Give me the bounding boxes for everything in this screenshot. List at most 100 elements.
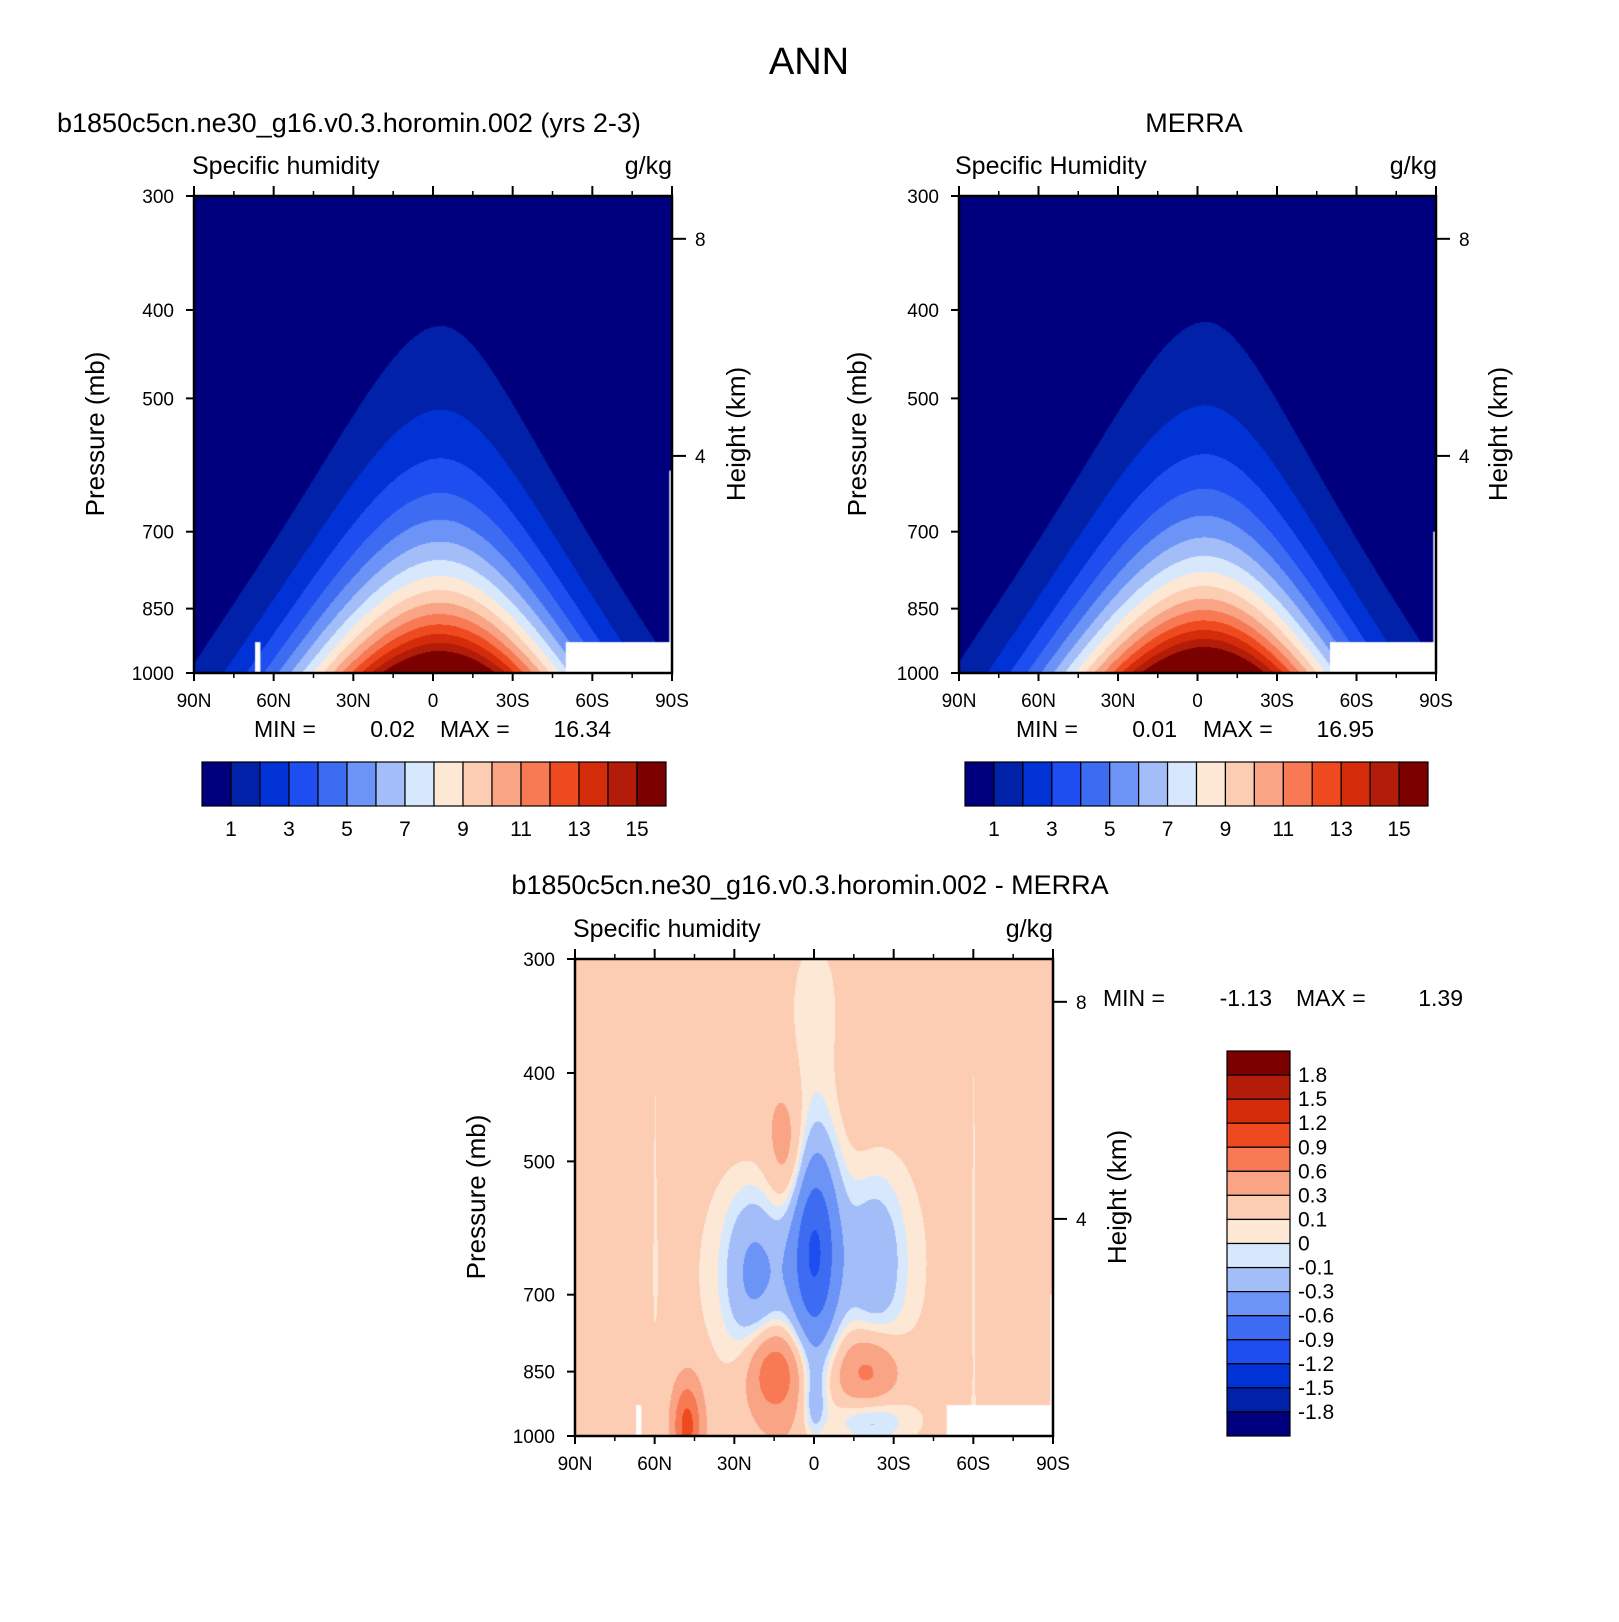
colorbar-swatch: [1226, 1074, 1291, 1100]
y-tick-label: 1000: [897, 664, 939, 685]
colorbar-label: 3: [283, 818, 295, 841]
colorbar-swatch: [1226, 1194, 1291, 1221]
panel-diff-colorbar: 1.81.51.20.90.60.30.10-0.1-0.3-0.6-0.9-1…: [1226, 1050, 1334, 1437]
colorbar-swatch: [993, 761, 1024, 807]
panel-model-min-label: MIN =: [254, 716, 316, 742]
x-tick-label: 0: [809, 1454, 820, 1475]
y-tick-label: 300: [907, 187, 939, 208]
colorbar-swatch: [1226, 1098, 1291, 1124]
panel-model-min-value: 0.02: [370, 716, 415, 742]
colorbar-swatch: [1226, 1170, 1291, 1196]
colorbar-label: 15: [625, 818, 648, 841]
colorbar-swatch: [1226, 1339, 1291, 1365]
colorbar-swatch: [1051, 761, 1082, 807]
panel-diff-max-label: MAX =: [1296, 985, 1366, 1011]
y2-tick-label: 8: [695, 230, 706, 251]
colorbar-swatch: [1226, 1387, 1291, 1413]
x-tick-label: 60N: [1021, 691, 1056, 712]
colorbar-swatch: [346, 761, 377, 807]
colorbar-label: -1.2: [1298, 1353, 1334, 1376]
x-tick-label: 90N: [177, 691, 212, 712]
colorbar-swatch: [317, 761, 348, 807]
panel-obs-y2label: Height (km): [1483, 367, 1513, 501]
colorbar-swatch: [1253, 761, 1284, 807]
x-tick-label: 60N: [256, 691, 291, 712]
x-tick-label: 60S: [575, 691, 609, 712]
x-tick-label: 30N: [1101, 691, 1136, 712]
colorbar-label: 11: [1272, 818, 1294, 841]
colorbar-label: 7: [399, 818, 411, 841]
colorbar-label: 0.6: [1298, 1160, 1327, 1183]
colorbar-label: 9: [457, 818, 469, 841]
x-tick-label: 60S: [1340, 691, 1374, 712]
colorbar-swatch: [1109, 761, 1140, 807]
y-tick-label: 500: [523, 1152, 555, 1173]
x-tick-label: 0: [428, 691, 439, 712]
colorbar-swatch: [1226, 1315, 1291, 1341]
panel-model-run-title: b1850c5cn.ne30_g16.v0.3.horomin.002 (yrs…: [57, 108, 641, 138]
colorbar-label: 9: [1220, 818, 1232, 841]
colorbar-label: -1.8: [1298, 1401, 1334, 1424]
panel-diff-run-title: b1850c5cn.ne30_g16.v0.3.horomin.002 - ME…: [511, 870, 1108, 900]
panel-model-colorbar: 1 3 5 7 9 11 13 15: [201, 761, 667, 841]
colorbar-label: -0.3: [1298, 1281, 1334, 1304]
colorbar-label: 7: [1162, 818, 1174, 841]
panel-diff-y2label: Height (km): [1102, 1130, 1132, 1264]
panel-model-units: g/kg: [625, 152, 672, 180]
colorbar-swatch: [1080, 761, 1111, 807]
panel-obs-contour-field: [959, 196, 1436, 673]
x-tick-label: 30S: [1260, 691, 1294, 712]
panel-model-ylabel: Pressure (mb): [80, 352, 110, 517]
panel-obs-units: g/kg: [1390, 152, 1437, 180]
panel-diff-field-label: Specific humidity: [573, 915, 761, 943]
colorbar-swatch: [1138, 761, 1169, 807]
colorbar-swatch: [520, 761, 551, 807]
panel-model-y2label: Height (km): [721, 367, 751, 501]
y-tick-label: 300: [142, 187, 174, 208]
colorbar-label: 3: [1046, 818, 1058, 841]
colorbar-swatch: [1226, 1291, 1291, 1317]
colorbar-label: 1.8: [1298, 1064, 1327, 1087]
panel-diff-max-value: 1.39: [1418, 985, 1463, 1011]
y-tick-label: 300: [523, 950, 555, 971]
colorbar-swatch: [1224, 761, 1255, 807]
y-tick-label: 700: [142, 523, 174, 544]
colorbar-label: 5: [341, 818, 353, 841]
x-tick-label: 90S: [1036, 1454, 1070, 1475]
x-tick-label: 60S: [956, 1454, 990, 1475]
y-tick-label: 850: [523, 1363, 555, 1384]
panel-model-max-label: MAX =: [440, 716, 510, 742]
colorbar-swatch: [1226, 1411, 1291, 1437]
y-tick-label: 1000: [132, 664, 174, 685]
y2-tick-label: 4: [1459, 447, 1470, 468]
colorbar-swatch: [259, 761, 290, 807]
colorbar-swatch: [1166, 761, 1198, 807]
x-tick-label: 30S: [877, 1454, 911, 1475]
panel-model-contour-field: [194, 196, 672, 673]
colorbar-swatch: [636, 761, 667, 807]
panel-diff-ylabel: Pressure (mb): [461, 1115, 491, 1280]
panel-obs-min-value: 0.01: [1132, 716, 1177, 742]
colorbar-label: 1.2: [1298, 1112, 1327, 1135]
colorbar-label: 13: [1330, 818, 1353, 841]
x-tick-label: 90N: [558, 1454, 593, 1475]
panel-obs-max-value: 16.95: [1316, 716, 1374, 742]
x-tick-label: 0: [1192, 691, 1203, 712]
colorbar-swatch: [404, 761, 435, 807]
colorbar-label: 11: [510, 818, 532, 841]
figure-title: ANN: [769, 41, 849, 83]
colorbar-swatch: [1282, 761, 1313, 807]
colorbar-swatch: [1226, 1050, 1291, 1076]
colorbar-label: 0.3: [1298, 1184, 1327, 1207]
colorbar-swatch: [433, 761, 464, 807]
y-tick-label: 700: [907, 523, 939, 544]
colorbar-swatch: [1022, 761, 1053, 807]
colorbar-swatch: [1226, 1122, 1291, 1148]
panel-diff-min-value: -1.13: [1220, 985, 1272, 1011]
panel-obs-min-label: MIN =: [1016, 716, 1078, 742]
y-tick-label: 500: [907, 389, 939, 410]
colorbar-swatch: [607, 761, 638, 807]
